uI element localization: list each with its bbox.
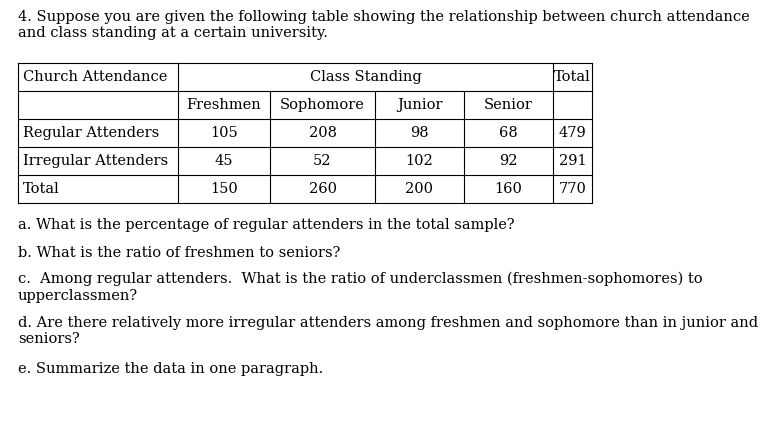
Text: Freshmen: Freshmen <box>187 98 261 112</box>
Text: c.  Among regular attenders.  What is the ratio of underclassmen (freshmen-sopho: c. Among regular attenders. What is the … <box>18 272 702 303</box>
Text: Total: Total <box>554 70 591 84</box>
Text: and class standing at a certain university.: and class standing at a certain universi… <box>18 26 328 40</box>
Text: b. What is the ratio of freshmen to seniors?: b. What is the ratio of freshmen to seni… <box>18 246 340 260</box>
Text: 4. Suppose you are given the following table showing the relationship between ch: 4. Suppose you are given the following t… <box>18 10 750 24</box>
Text: 45: 45 <box>215 154 234 168</box>
Text: 92: 92 <box>499 154 517 168</box>
Text: Total: Total <box>23 182 60 196</box>
Text: 260: 260 <box>308 182 336 196</box>
Text: 208: 208 <box>308 126 336 140</box>
Text: 105: 105 <box>210 126 238 140</box>
Text: e. Summarize the data in one paragraph.: e. Summarize the data in one paragraph. <box>18 362 323 376</box>
Text: Sophomore: Sophomore <box>280 98 365 112</box>
Text: d. Are there relatively more irregular attenders among freshmen and sophomore th: d. Are there relatively more irregular a… <box>18 316 758 346</box>
Text: 770: 770 <box>558 182 586 196</box>
Text: 160: 160 <box>495 182 522 196</box>
Text: 68: 68 <box>499 126 518 140</box>
Text: Senior: Senior <box>484 98 533 112</box>
Text: 291: 291 <box>559 154 586 168</box>
Text: a. What is the percentage of regular attenders in the total sample?: a. What is the percentage of regular att… <box>18 218 514 232</box>
Text: 200: 200 <box>405 182 434 196</box>
Text: 52: 52 <box>314 154 332 168</box>
Text: 102: 102 <box>405 154 434 168</box>
Text: Irregular Attenders: Irregular Attenders <box>23 154 168 168</box>
Text: Regular Attenders: Regular Attenders <box>23 126 159 140</box>
Text: 150: 150 <box>210 182 238 196</box>
Text: 98: 98 <box>410 126 429 140</box>
Text: 479: 479 <box>559 126 586 140</box>
Text: Class Standing: Class Standing <box>310 70 421 84</box>
Text: Church Attendance: Church Attendance <box>23 70 167 84</box>
Text: Junior: Junior <box>397 98 442 112</box>
